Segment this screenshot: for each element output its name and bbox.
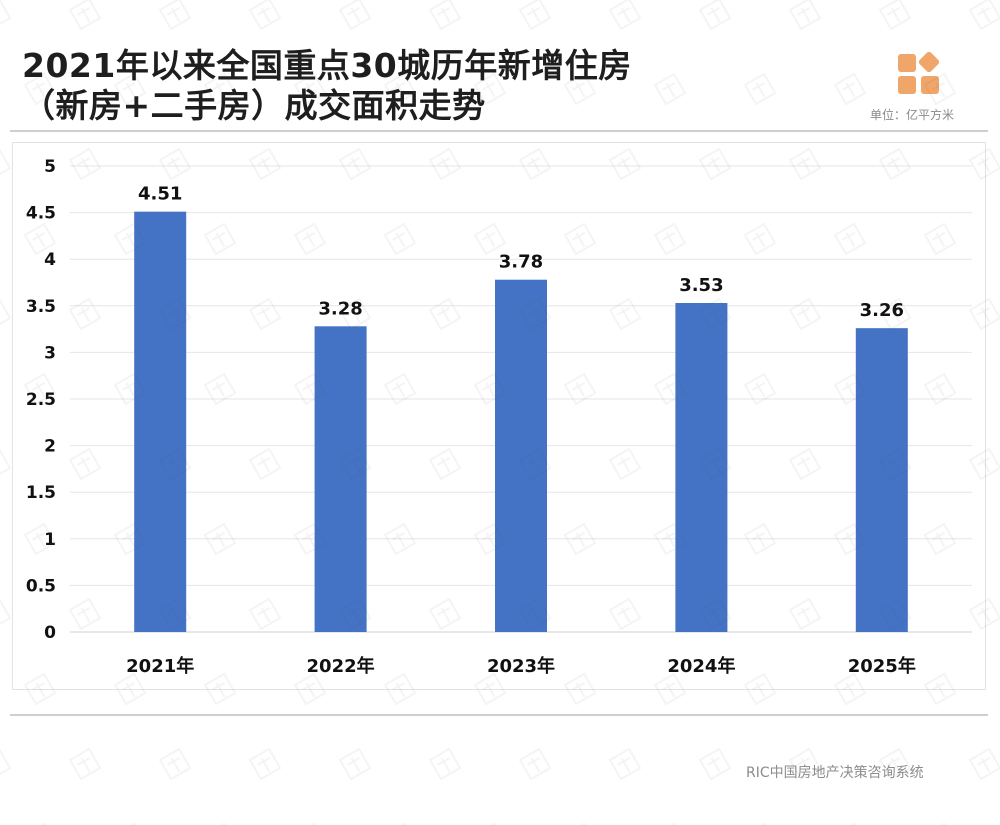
x-tick-label: 2021年 — [126, 655, 194, 677]
chart-frame — [12, 142, 986, 690]
logo-square-tl — [898, 54, 916, 72]
unit-label: 单位：亿平方米 — [870, 108, 955, 122]
y-tick-label: 1.5 — [26, 483, 56, 503]
chart-title-line1: 2021年以来全国重点30城历年新增住房 — [22, 46, 632, 85]
y-tick-label: 5 — [44, 157, 56, 177]
x-tick-label: 2025年 — [848, 655, 916, 677]
x-tick-label: 2023年 — [487, 655, 555, 677]
y-tick-label: 3 — [44, 343, 56, 363]
footer-divider — [10, 714, 988, 716]
bar — [314, 326, 367, 632]
logo-icon — [898, 52, 940, 94]
y-tick-label: 1 — [44, 530, 56, 550]
logo-square-bl — [898, 76, 916, 94]
data-label: 3.53 — [679, 275, 723, 296]
text-layer: 0 0.5 1 1.5 2 2.5 3 3.5 4 4.5 5 4.51 2021年 3.28 2022年 3… — [26, 157, 916, 677]
y-tick-label: 3.5 — [26, 297, 56, 317]
x-tick-label: 2022年 — [307, 655, 375, 677]
header-divider — [10, 130, 988, 132]
y-tick-label: 0 — [44, 623, 56, 643]
bar — [134, 211, 187, 632]
bar — [495, 279, 547, 632]
y-tick-label: 2 — [44, 437, 56, 457]
y-tick-label: 0.5 — [26, 576, 56, 596]
logo-square-tr — [918, 52, 940, 73]
data-label: 3.78 — [499, 252, 543, 273]
bar — [675, 303, 728, 632]
y-tick-label: 4.5 — [26, 204, 56, 224]
bar-layer — [134, 211, 908, 632]
bar — [855, 328, 908, 632]
source-text: RIC中国房地产决策咨询系统 — [746, 765, 924, 781]
y-tick-label: 2.5 — [26, 390, 56, 410]
data-label: 3.26 — [860, 300, 904, 321]
chart-title-line2: （新房+二手房）成交面积走势 — [22, 86, 486, 125]
logo-square-br — [921, 76, 939, 94]
x-tick-label: 2024年 — [667, 655, 735, 677]
y-tick-label: 4 — [44, 250, 56, 270]
data-label: 3.28 — [318, 298, 362, 319]
data-label: 4.51 — [138, 184, 182, 205]
chart-title: 2021年以来全国重点30城历年新增住房 （新房+二手房）成交面积走势 — [22, 46, 802, 126]
